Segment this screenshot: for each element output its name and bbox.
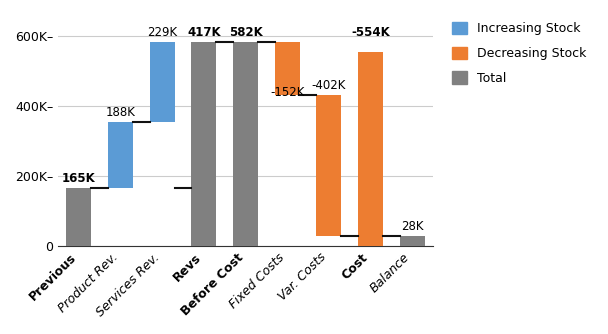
Bar [192,42,216,246]
Text: -152K: -152K [270,86,305,99]
Bar [275,42,300,96]
Bar [233,42,258,246]
Bar [358,52,383,246]
Text: 188K: 188K [106,106,136,119]
Text: 28K: 28K [401,220,423,232]
Bar [150,42,174,122]
Legend: Increasing Stock, Decreasing Stock, Total: Increasing Stock, Decreasing Stock, Tota… [447,17,591,90]
Text: 165K: 165K [62,172,96,185]
Text: -554K: -554K [351,26,390,39]
Bar [399,236,424,246]
Bar [316,96,341,236]
Bar [66,188,91,246]
Bar [108,122,133,188]
Text: 582K: 582K [229,26,263,39]
Text: -402K: -402K [312,79,346,92]
Text: 229K: 229K [147,26,178,39]
Text: 417K: 417K [187,26,221,39]
